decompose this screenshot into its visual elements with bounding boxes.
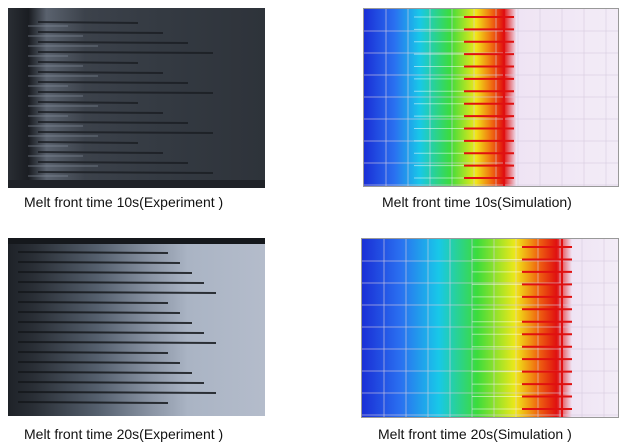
simulation-10s-image	[363, 8, 619, 187]
caption-experiment-20s: Melt front time 20s(Experiment )	[24, 426, 224, 442]
simulation-20s-image	[361, 238, 619, 418]
experiment-20s-image	[8, 238, 265, 416]
caption-experiment-10s: Melt front time 10s(Experiment )	[24, 194, 224, 210]
experiment-10s-image	[8, 8, 265, 188]
caption-simulation-20s: Melt front time 20s(Simulation )	[378, 426, 572, 442]
caption-simulation-10s: Melt front time 10s(Simulation)	[382, 194, 572, 210]
